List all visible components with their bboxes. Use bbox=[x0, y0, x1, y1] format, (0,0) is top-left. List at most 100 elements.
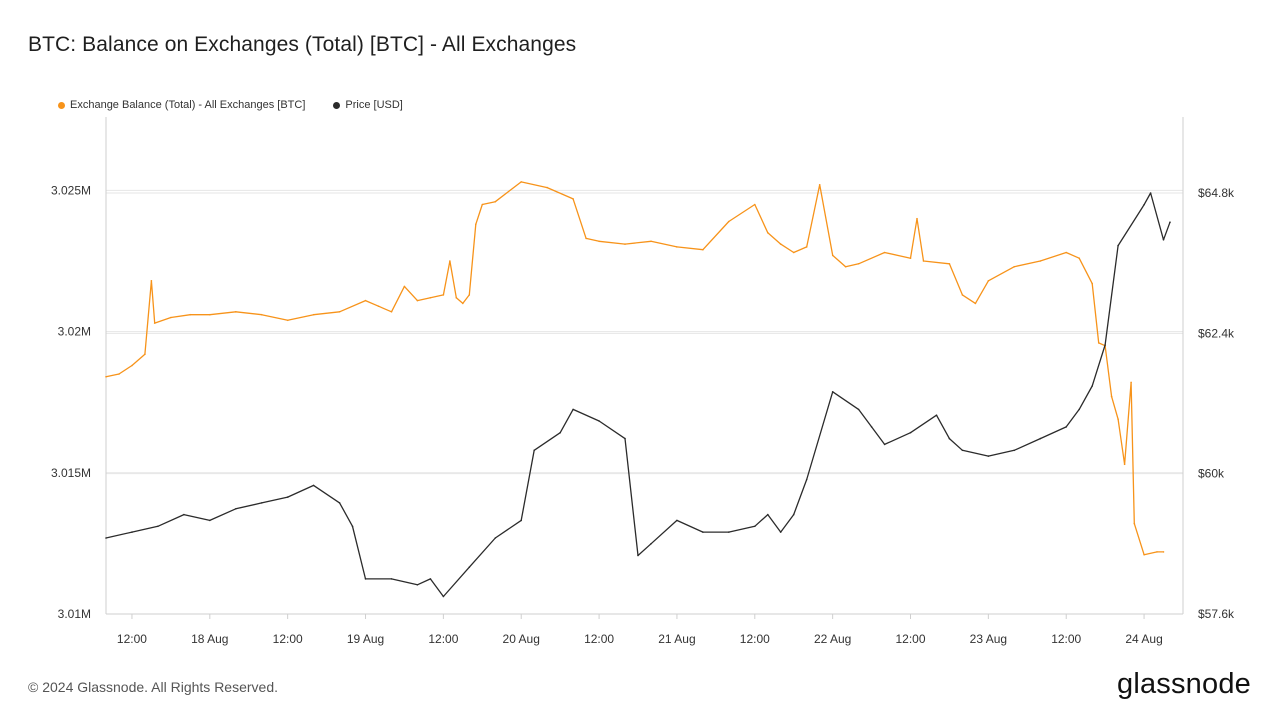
exchange-balance-point bbox=[1091, 282, 1093, 285]
x-tick-label: 21 Aug bbox=[658, 632, 695, 646]
x-tick-label: 12:00 bbox=[895, 632, 925, 646]
chart-legend: Exchange Balance (Total) - All Exchanges… bbox=[58, 99, 403, 111]
price-point bbox=[1104, 344, 1106, 346]
price-point bbox=[961, 449, 964, 452]
exchange-balance-point bbox=[131, 364, 133, 367]
exchange-balance-point bbox=[286, 319, 289, 322]
exchange-balance-point bbox=[572, 198, 574, 200]
series-lines bbox=[105, 181, 1171, 598]
x-tick-label: 18 Aug bbox=[191, 632, 228, 646]
price-point bbox=[338, 502, 341, 504]
legend-label-price: Price [USD] bbox=[345, 99, 403, 111]
exchange-balance-point bbox=[961, 294, 964, 296]
exchange-balance-point bbox=[403, 285, 406, 288]
price-point bbox=[494, 537, 497, 539]
exchange-balance-point bbox=[377, 305, 380, 308]
price-point bbox=[1149, 192, 1152, 194]
price-point bbox=[442, 595, 445, 598]
exchange-balance-point bbox=[118, 373, 120, 375]
price-point bbox=[131, 531, 133, 533]
price-point bbox=[533, 449, 535, 452]
exchange-balance-point bbox=[857, 263, 860, 265]
exchange-balance-point bbox=[494, 200, 497, 203]
price-point bbox=[1065, 426, 1067, 428]
exchange-balance-point bbox=[150, 280, 153, 282]
exchange-balance-point bbox=[598, 240, 600, 243]
exchange-balance-point bbox=[260, 313, 263, 316]
y-right-tick-label: $64.8k bbox=[1198, 186, 1235, 200]
price-point bbox=[909, 431, 912, 434]
legend-swatch-exchange-balance bbox=[58, 101, 65, 109]
x-tick-label: 24 Aug bbox=[1125, 632, 1162, 646]
price-point bbox=[935, 414, 938, 417]
exchange-balance-point bbox=[805, 246, 808, 248]
exchange-balance-point bbox=[1013, 265, 1016, 268]
exchange-balance-point bbox=[312, 313, 315, 316]
price-point bbox=[572, 408, 574, 411]
price-point bbox=[1013, 449, 1016, 452]
legend-item-exchange-balance[interactable]: Exchange Balance (Total) - All Exchanges… bbox=[58, 99, 305, 111]
exchange-balance-point bbox=[209, 313, 211, 316]
exchange-balance-point bbox=[728, 220, 730, 223]
price-point bbox=[805, 478, 808, 481]
y-left-tick-label: 3.015M bbox=[51, 466, 91, 480]
exchange-balance-point bbox=[844, 265, 847, 268]
exchange-balance-point bbox=[767, 232, 769, 234]
price-point bbox=[390, 578, 393, 580]
exchange-balance-point bbox=[546, 186, 548, 189]
price-point bbox=[728, 531, 730, 533]
glassnode-logo: glassnode bbox=[1116, 668, 1251, 700]
price-point bbox=[598, 420, 600, 422]
exchange-balance-point bbox=[585, 237, 587, 240]
exchange-balance-point bbox=[1133, 522, 1136, 525]
exchange-balance-point bbox=[442, 294, 445, 296]
y-left-tick-label: 3.01M bbox=[58, 607, 91, 621]
exchange-balance-point bbox=[449, 260, 451, 262]
exchange-balance-point bbox=[1130, 381, 1132, 384]
price-point bbox=[779, 531, 782, 533]
exchange-balance-point bbox=[1078, 257, 1080, 260]
price-point bbox=[520, 519, 522, 522]
exchange-balance-point bbox=[1110, 395, 1113, 398]
exchange-balance-point bbox=[1162, 551, 1165, 553]
price-point bbox=[209, 519, 211, 522]
exchange-balance-point bbox=[520, 181, 522, 183]
exchange-balance-point bbox=[235, 311, 237, 313]
exchange-balance-point bbox=[475, 223, 477, 226]
exchange-balance-point bbox=[144, 353, 146, 356]
x-tick-label: 12:00 bbox=[584, 632, 614, 646]
exchange-balance-point bbox=[189, 313, 192, 316]
price-point bbox=[792, 513, 795, 516]
exchange-balance-point bbox=[909, 257, 912, 260]
exchange-balance-line bbox=[105, 181, 1164, 556]
price-point bbox=[1162, 239, 1165, 241]
exchange-balance-point bbox=[1123, 463, 1126, 466]
price-point bbox=[351, 525, 354, 528]
price-point bbox=[260, 502, 263, 504]
exchange-balance-point bbox=[818, 184, 821, 186]
exchange-balance-point bbox=[1039, 260, 1042, 262]
tick-labels: 12:00 18 Aug 12:00 19 Aug 12:00 20 Aug 12:00 21… bbox=[51, 183, 1235, 646]
exchange-balance-point bbox=[429, 296, 432, 299]
exchange-balance-point bbox=[1117, 418, 1119, 421]
exchange-balance-point bbox=[338, 311, 341, 313]
exchange-balance-point bbox=[987, 280, 990, 282]
price-point bbox=[754, 525, 756, 528]
y-right-tick-label: $62.4k bbox=[1198, 326, 1235, 340]
price-point bbox=[870, 426, 873, 428]
price-point bbox=[235, 508, 237, 510]
exchange-balance-point bbox=[416, 299, 419, 302]
exchange-balance-point bbox=[1065, 251, 1067, 254]
exchange-balance-point bbox=[170, 316, 172, 319]
price-point bbox=[416, 584, 419, 586]
exchange-balance-point bbox=[390, 311, 393, 313]
price-point bbox=[105, 537, 107, 539]
legend-item-price[interactable]: Price [USD] bbox=[333, 99, 403, 111]
price-point bbox=[637, 554, 639, 557]
x-tick-label: 12:00 bbox=[1051, 632, 1081, 646]
x-tick-label: 20 Aug bbox=[503, 632, 540, 646]
exchange-balance-point bbox=[922, 260, 925, 262]
exchange-balance-point bbox=[1097, 342, 1100, 344]
price-point bbox=[1117, 244, 1119, 247]
